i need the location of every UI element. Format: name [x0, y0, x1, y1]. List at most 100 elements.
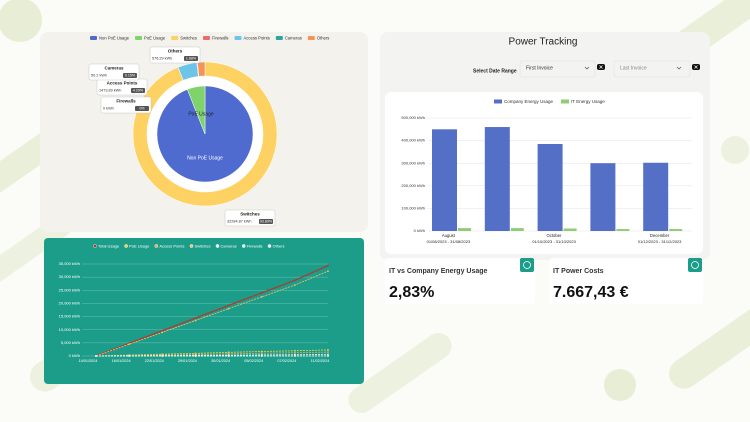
legend-swatch — [171, 36, 179, 40]
x-tick-sublabel: 01/10/2023 - 31/10/2023 — [532, 239, 576, 244]
bar — [537, 143, 563, 231]
series-point — [327, 355, 329, 357]
callout-value: 1473.89 kWh — [99, 89, 121, 93]
callout-title: Others — [168, 49, 183, 54]
callout-value: 32284.87 kWh — [227, 220, 252, 224]
legend-swatch — [202, 36, 210, 40]
chevron — [584, 66, 590, 70]
stat-card — [549, 258, 703, 304]
card-title: IT vs Company Energy Usage — [389, 268, 488, 275]
legend-label: Firewalls — [247, 243, 263, 248]
dropdown-box[interactable] — [519, 60, 596, 78]
inner-label: PoE Usage — [188, 111, 214, 117]
series-point — [260, 354, 263, 356]
series-point — [293, 349, 296, 352]
x-tick-label: 29/01/2024 — [178, 359, 197, 363]
callout-percent: 0.15% — [125, 74, 136, 78]
series-point — [227, 307, 230, 310]
series-point — [128, 354, 131, 357]
bar — [669, 229, 683, 231]
y-tick-label: 100,000 kWh — [401, 205, 425, 210]
first-dropdown[interactable]: First Invoice — [519, 60, 596, 78]
card-icon — [520, 258, 534, 272]
card-value: 2,83% — [389, 284, 434, 301]
legend-label: IT Energy Usage — [571, 99, 605, 104]
y-tick-label: 10,000 kWh — [59, 327, 80, 332]
bar — [432, 129, 457, 231]
dropdown-placeholder: First Invoice — [526, 65, 553, 71]
callout-percent-box — [184, 56, 198, 61]
y-tick-label: 200,000 kWh — [401, 183, 425, 188]
dropdown-placeholder: Last Invoice — [620, 65, 647, 71]
callout-percent: 1.68% — [186, 57, 197, 61]
callout-title: Switches — [240, 212, 260, 217]
outer-segment — [132, 61, 278, 207]
y-tick-label: 500,000 kWh — [401, 115, 425, 120]
bar — [590, 163, 616, 231]
legend-label: Others — [317, 36, 330, 41]
callout-percent: 93.89% — [260, 220, 273, 224]
x-tick-sublabel: 01/12/2023 - 31/12/2023 — [638, 239, 682, 244]
dropdown-box[interactable] — [613, 60, 691, 78]
legend-swatch — [561, 99, 570, 104]
legend-marker — [215, 244, 220, 248]
bar — [510, 228, 524, 231]
series-line — [95, 270, 329, 357]
series-point — [95, 355, 97, 357]
x-tick-label: 05/02/2024 — [244, 359, 263, 363]
x-tick-sublabel: 01/08/2023 - 31/08/2023 — [427, 239, 471, 244]
card-title: IT Power Costs — [553, 268, 604, 275]
y-tick-label: 25,000 kWh — [59, 287, 80, 292]
inner-segment — [187, 85, 206, 135]
legend-label: PoE Usage — [129, 243, 150, 248]
x-tick-label: 07/02/2024 — [277, 359, 296, 363]
x-tick-label: 11/02/2024 — [311, 359, 330, 363]
card-icon-glyph — [523, 261, 531, 269]
series-point — [161, 329, 164, 332]
legend-label: Firewalls — [212, 36, 229, 41]
series-point — [194, 317, 197, 320]
card-icon — [688, 258, 702, 272]
series-point — [260, 352, 263, 355]
series-point — [327, 349, 329, 351]
callout-title: Cameras — [104, 66, 124, 71]
y-tick-label: 20,000 kWh — [59, 300, 80, 305]
stat-card — [385, 258, 535, 304]
card-value: 7.667,43 € — [553, 284, 629, 301]
y-tick-label: 0 kWh — [414, 228, 425, 233]
series-point — [128, 343, 131, 346]
series-point — [293, 351, 296, 354]
y-tick-label: 5,000 kWh — [61, 340, 80, 345]
legend-swatch — [90, 36, 97, 40]
y-tick-label: 15,000 kWh — [59, 314, 80, 319]
x-tick-label: 16/01/2024 — [112, 359, 131, 363]
legend-marker — [189, 244, 194, 248]
callout-title: Firewalls — [116, 99, 136, 104]
last-clear-button[interactable] — [692, 64, 700, 70]
clear-x — [599, 65, 603, 69]
legend-marker — [241, 244, 246, 248]
legend-label: Access Points — [159, 243, 184, 248]
x-tick-label: August — [442, 233, 456, 238]
legend-label: Switches — [194, 243, 210, 248]
series-point — [293, 284, 296, 286]
bar — [484, 127, 510, 231]
line-chart-card — [44, 238, 364, 384]
x-tick-label: October — [547, 233, 563, 238]
series-point — [293, 355, 296, 357]
y-tick-label: 300,000 kWh — [401, 160, 425, 165]
bar — [616, 229, 630, 231]
series-point — [227, 354, 230, 357]
y-tick-label: 400,000 kWh — [401, 138, 425, 143]
series-point — [227, 351, 230, 354]
legend-marker — [267, 244, 272, 248]
y-tick-label: 0 kWh — [69, 353, 80, 358]
legend-label: PoE Usage — [144, 36, 166, 41]
callout-percent-box — [123, 73, 137, 78]
legend-label: Switches — [180, 36, 197, 41]
last-dropdown[interactable]: Last Invoice — [613, 60, 691, 78]
series-point — [260, 295, 263, 298]
first-clear-button[interactable] — [597, 64, 605, 70]
